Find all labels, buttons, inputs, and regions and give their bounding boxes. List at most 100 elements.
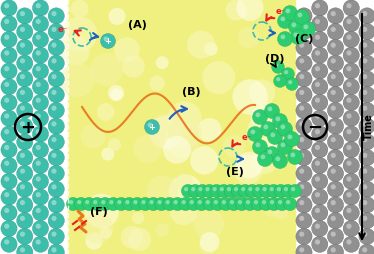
Circle shape (299, 153, 304, 158)
Circle shape (327, 72, 344, 88)
Circle shape (359, 119, 374, 135)
Circle shape (327, 40, 344, 56)
Circle shape (274, 75, 286, 88)
Circle shape (312, 173, 328, 189)
Circle shape (17, 181, 33, 198)
Circle shape (359, 40, 374, 56)
Circle shape (276, 117, 280, 122)
Circle shape (246, 185, 259, 198)
Circle shape (269, 135, 289, 155)
Circle shape (33, 48, 49, 64)
Circle shape (296, 228, 312, 245)
Circle shape (48, 87, 64, 103)
Circle shape (285, 9, 290, 14)
Circle shape (156, 57, 169, 70)
Circle shape (280, 143, 285, 148)
Circle shape (294, 10, 310, 25)
Circle shape (346, 114, 352, 119)
Circle shape (296, 166, 312, 182)
Circle shape (343, 64, 359, 80)
Circle shape (1, 189, 17, 205)
Circle shape (362, 153, 367, 158)
Circle shape (1, 126, 17, 142)
Circle shape (331, 247, 336, 252)
Circle shape (20, 12, 25, 17)
Circle shape (278, 140, 292, 155)
Circle shape (36, 192, 41, 198)
Circle shape (362, 232, 367, 237)
Circle shape (191, 187, 195, 192)
Circle shape (1, 142, 17, 158)
Circle shape (343, 95, 359, 111)
Circle shape (272, 61, 284, 74)
Circle shape (299, 247, 304, 252)
Circle shape (362, 43, 367, 49)
Circle shape (48, 166, 64, 182)
Circle shape (227, 198, 240, 211)
Circle shape (20, 90, 25, 96)
Circle shape (246, 200, 250, 204)
Circle shape (1, 220, 17, 237)
Text: e⁻: e⁻ (58, 25, 68, 34)
Circle shape (36, 83, 41, 88)
Text: (F): (F) (90, 206, 108, 216)
Circle shape (267, 198, 280, 211)
Circle shape (241, 187, 245, 192)
Circle shape (255, 187, 260, 192)
Circle shape (51, 247, 56, 252)
Circle shape (346, 4, 352, 9)
Circle shape (69, 200, 73, 204)
Circle shape (264, 147, 279, 162)
Circle shape (346, 192, 352, 198)
Circle shape (255, 143, 260, 148)
Circle shape (132, 212, 144, 224)
Circle shape (174, 200, 178, 204)
Circle shape (278, 32, 292, 47)
Circle shape (284, 187, 288, 192)
Circle shape (346, 145, 352, 150)
Circle shape (4, 67, 9, 72)
Circle shape (362, 12, 367, 17)
Circle shape (36, 177, 41, 182)
Circle shape (296, 9, 312, 25)
Circle shape (1, 173, 17, 189)
Circle shape (33, 32, 49, 49)
Circle shape (51, 232, 56, 237)
Circle shape (291, 23, 296, 28)
Circle shape (181, 185, 194, 198)
Circle shape (51, 28, 56, 33)
Circle shape (204, 43, 218, 57)
Circle shape (51, 59, 56, 64)
Circle shape (1, 158, 17, 174)
Circle shape (331, 75, 336, 80)
Circle shape (296, 134, 312, 150)
Circle shape (251, 107, 276, 132)
Circle shape (282, 6, 297, 21)
Circle shape (296, 40, 312, 56)
Circle shape (20, 153, 25, 158)
Circle shape (226, 1, 246, 22)
Circle shape (17, 56, 33, 72)
Circle shape (315, 4, 320, 9)
Circle shape (264, 125, 268, 130)
Circle shape (362, 90, 367, 96)
Circle shape (33, 189, 49, 205)
Circle shape (315, 36, 320, 41)
Circle shape (214, 200, 218, 204)
Circle shape (1, 1, 17, 17)
Circle shape (297, 13, 302, 18)
Circle shape (147, 198, 160, 211)
Circle shape (165, 122, 200, 158)
Circle shape (48, 119, 64, 135)
Circle shape (51, 12, 56, 17)
Circle shape (343, 189, 359, 205)
Circle shape (275, 198, 289, 211)
Circle shape (187, 31, 215, 60)
Circle shape (296, 181, 312, 198)
Circle shape (299, 122, 304, 127)
Circle shape (288, 20, 303, 35)
Circle shape (346, 51, 352, 56)
Circle shape (343, 111, 359, 127)
Circle shape (252, 140, 267, 155)
Circle shape (299, 137, 304, 143)
